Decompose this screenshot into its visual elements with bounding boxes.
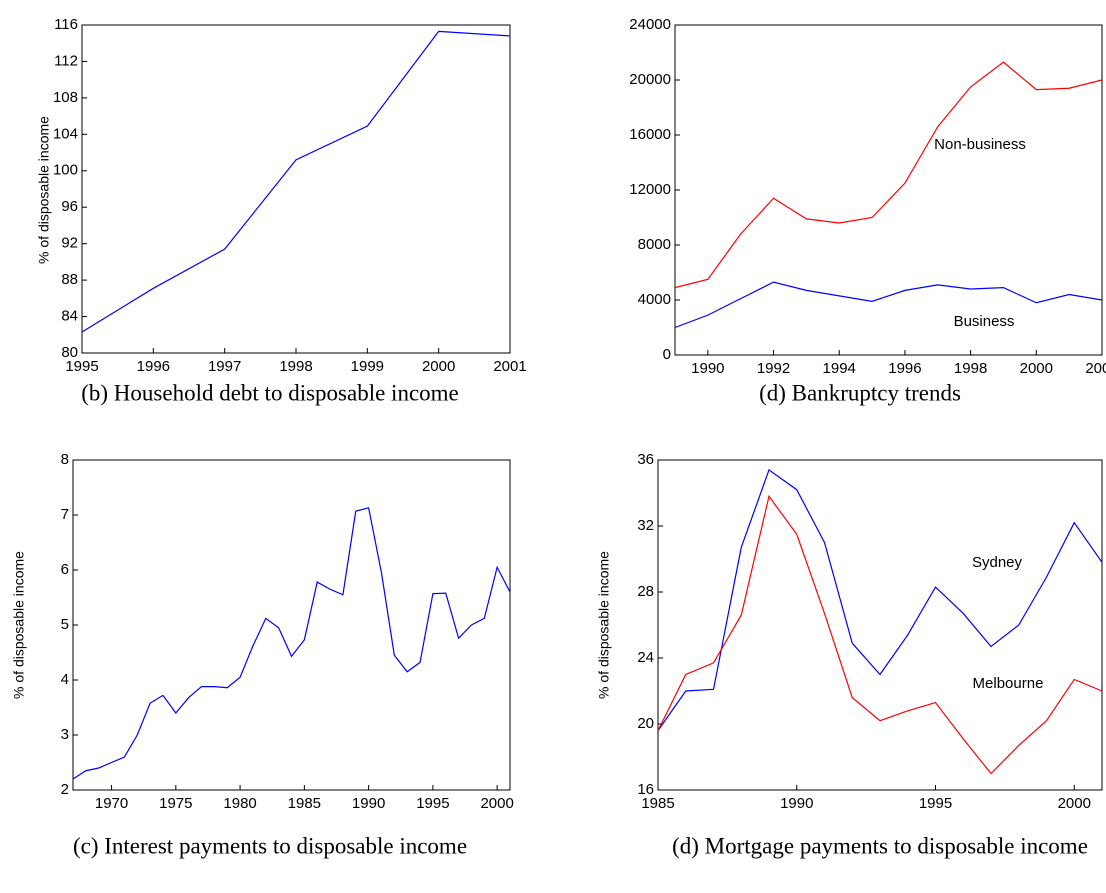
- y-tick-label: 4000: [638, 291, 671, 308]
- y-axis-label: % of disposable income: [596, 551, 612, 699]
- x-tick-label: 1990: [352, 795, 385, 812]
- y-tick-label: 24000: [629, 16, 671, 33]
- y-tick-label: 3: [61, 726, 69, 743]
- y-tick-label: 88: [61, 271, 78, 288]
- y-tick-label: 24: [637, 649, 654, 666]
- x-tick-label: 2000: [422, 358, 455, 375]
- line-series: [674, 61, 1103, 289]
- x-tick-label: 2000: [1020, 360, 1053, 377]
- line-series: [657, 468, 1103, 731]
- x-tick-label: 2000: [1058, 795, 1091, 812]
- plot-frame: [657, 459, 1103, 791]
- y-tick-label: 84: [61, 308, 78, 325]
- y-tick-label: 16000: [629, 126, 671, 143]
- x-tick-label: 1985: [288, 795, 321, 812]
- series-label: Business: [954, 313, 1015, 330]
- line-series: [72, 507, 511, 780]
- x-tick-label: 1985: [641, 795, 674, 812]
- series-label: Melbourne: [973, 675, 1044, 692]
- x-tick-label: 1995: [919, 795, 952, 812]
- y-tick-label: 104: [53, 125, 78, 142]
- x-tick-label: 1996: [888, 360, 921, 377]
- plot-frame: [674, 24, 1103, 356]
- x-tick-label: 1997: [208, 358, 241, 375]
- y-tick-label: 80: [61, 344, 78, 361]
- y-tick-label: 32: [637, 517, 654, 534]
- x-tick-label: 1970: [95, 795, 128, 812]
- y-tick-label: 16: [637, 781, 654, 798]
- caption: (b) Household debt to disposable income: [81, 380, 459, 405]
- y-tick-label: 8000: [638, 236, 671, 253]
- x-tick-label: 2002: [1085, 360, 1106, 377]
- x-tick-label: 1995: [416, 795, 449, 812]
- x-tick-label: 1994: [823, 360, 856, 377]
- y-axis-label: % of disposable income: [36, 116, 52, 264]
- y-tick-label: 28: [637, 583, 654, 600]
- x-tick-label: 1992: [757, 360, 790, 377]
- plot-frame: [81, 24, 511, 354]
- y-tick-label: 108: [53, 89, 78, 106]
- y-tick-label: 36: [637, 451, 654, 468]
- y-tick-label: 20000: [629, 71, 671, 88]
- series-label: Non-business: [934, 136, 1026, 153]
- line-series: [657, 494, 1103, 775]
- caption: (d) Bankruptcy trends: [759, 380, 961, 405]
- series-label: Sydney: [972, 554, 1023, 571]
- y-tick-label: 6: [61, 561, 69, 578]
- x-tick-label: 2000: [480, 795, 513, 812]
- caption: (c) Interest payments to disposable inco…: [73, 833, 467, 858]
- y-tick-label: 112: [54, 52, 78, 69]
- y-tick-label: 5: [61, 616, 69, 633]
- x-tick-label: 1995: [65, 358, 98, 375]
- y-tick-label: 20: [637, 715, 654, 732]
- caption: (d) Mortgage payments to disposable inco…: [672, 833, 1088, 858]
- y-tick-label: 2: [61, 781, 69, 798]
- x-tick-label: 1990: [780, 795, 813, 812]
- y-tick-label: 96: [61, 198, 78, 215]
- y-tick-label: 12000: [629, 181, 671, 198]
- x-tick-label: 1998: [279, 358, 312, 375]
- x-tick-label: 1975: [159, 795, 192, 812]
- y-tick-label: 116: [54, 16, 78, 33]
- x-tick-label: 1998: [954, 360, 987, 377]
- x-tick-label: 1999: [351, 358, 384, 375]
- plot-frame: [72, 459, 511, 791]
- x-tick-label: 2001: [493, 358, 526, 375]
- y-tick-label: 100: [53, 162, 78, 179]
- y-tick-label: 0: [663, 346, 671, 363]
- y-tick-label: 4: [61, 671, 69, 688]
- x-tick-label: 1990: [691, 360, 724, 377]
- y-axis-label: % of disposable income: [11, 551, 27, 699]
- y-tick-label: 7: [61, 506, 69, 523]
- line-series: [674, 281, 1103, 329]
- x-tick-label: 1980: [223, 795, 256, 812]
- x-tick-label: 1996: [137, 358, 170, 375]
- y-tick-label: 92: [61, 235, 78, 252]
- y-tick-label: 8: [61, 451, 69, 468]
- line-series: [81, 30, 511, 333]
